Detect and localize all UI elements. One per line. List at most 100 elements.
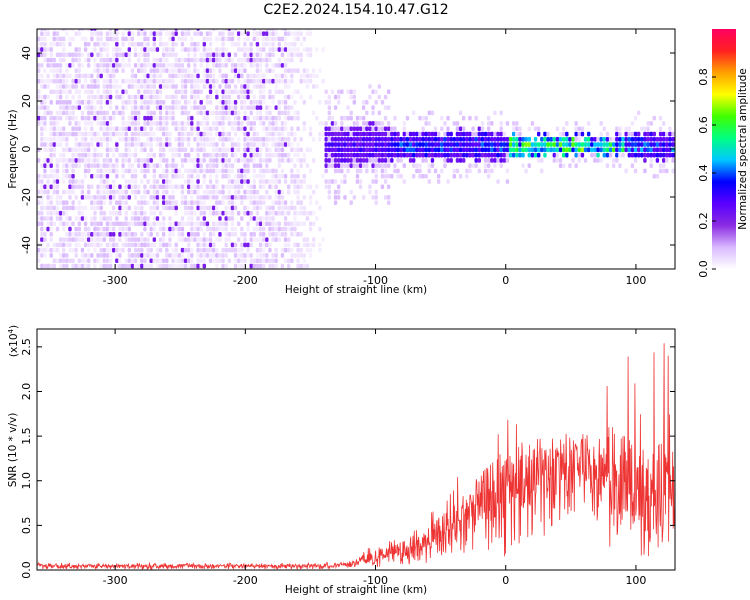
heatmap-cell [646, 152, 650, 158]
heatmap-cell [608, 152, 613, 158]
heatmap-cell [174, 89, 178, 95]
heatmap-cell [243, 36, 247, 42]
heatmap-cell [99, 210, 103, 216]
heatmap-cell [55, 179, 60, 184]
heatmap-cell [74, 100, 78, 105]
heatmap-cell [111, 205, 116, 211]
heatmap-cell [208, 253, 213, 258]
heatmap-cell [155, 31, 160, 36]
heatmap-cell [533, 137, 538, 142]
heatmap-cell [196, 142, 200, 147]
heatmap-cell [146, 221, 150, 227]
heatmap-cell [599, 121, 603, 126]
heatmap-cell [586, 131, 591, 137]
heatmap-cell [618, 147, 622, 153]
heatmap-cell [55, 195, 60, 200]
heatmap-cell [161, 78, 166, 84]
heatmap-cell [149, 263, 153, 269]
heatmap-cell [268, 126, 272, 132]
heatmap-cell [71, 105, 75, 110]
heatmap-cell [146, 163, 150, 168]
heatmap-cell [311, 110, 316, 116]
heatmap-cell [111, 68, 116, 73]
heatmap-cell [121, 173, 125, 179]
heatmap-cell [265, 57, 269, 63]
heatmap-cell [208, 210, 213, 216]
heatmap-cell [140, 195, 144, 200]
heatmap-cell [52, 41, 57, 47]
heatmap-cell [243, 253, 247, 258]
heatmap-cell [374, 126, 378, 132]
heatmap-cell [261, 158, 266, 163]
heatmap-cell [68, 147, 72, 153]
heatmap-cell [161, 57, 166, 63]
heatmap-cell [136, 126, 141, 132]
heatmap-cell [286, 78, 291, 84]
heatmap-cell [352, 131, 357, 137]
heatmap-cell [68, 41, 72, 47]
heatmap-cell [71, 179, 75, 184]
heatmap-cell [208, 68, 213, 73]
heatmap-cell [152, 152, 157, 158]
heatmap-cell [246, 142, 250, 147]
heatmap-cell [415, 152, 419, 158]
heatmap-cell [190, 210, 194, 216]
heatmap-cell [152, 47, 157, 52]
heatmap-cell [165, 68, 169, 73]
heatmap-cell [255, 131, 260, 137]
heatmap-cell [377, 147, 382, 153]
heatmap-cell [465, 137, 469, 142]
heatmap-cell [52, 121, 57, 126]
heatmap-cell [358, 152, 363, 158]
heatmap-cell [118, 205, 122, 211]
heatmap-cell [199, 137, 203, 142]
heatmap-cell [146, 142, 150, 147]
heatmap-cell [93, 173, 97, 179]
heatmap-cell [243, 168, 247, 174]
heatmap-cell [271, 258, 275, 264]
heatmap-cell [186, 210, 191, 216]
heatmap-cell [302, 210, 307, 216]
heatmap-cell [624, 126, 628, 132]
heatmap-cell [174, 84, 178, 89]
heatmap-cell [136, 105, 141, 110]
heatmap-cell [218, 31, 222, 36]
heatmap-cell [155, 142, 160, 147]
heatmap-cell [271, 237, 275, 242]
snr-y-multiplier: (x104) [7, 325, 20, 357]
heatmap-cell [124, 63, 128, 68]
heatmap-cell [646, 131, 650, 137]
heatmap-cell [286, 105, 291, 110]
heatmap-cell [418, 142, 422, 147]
heatmap-cell [258, 63, 263, 68]
heatmap-cell [215, 63, 219, 68]
heatmap-cell [543, 147, 547, 153]
heatmap-cell [124, 36, 128, 42]
heatmap-cell [299, 253, 303, 258]
heatmap-cell [265, 110, 269, 116]
heatmap-cell [74, 263, 78, 269]
heatmap-cell [40, 221, 44, 227]
heatmap-cell [571, 158, 575, 163]
heatmap-cell [405, 131, 410, 137]
heatmap-cell [268, 57, 272, 63]
heatmap-cell [130, 173, 135, 179]
heatmap-cell [118, 84, 122, 89]
heatmap-cell [183, 105, 188, 110]
heatmap-cell [277, 232, 282, 237]
heatmap-cell [71, 52, 75, 58]
heatmap-cell [224, 147, 228, 153]
heatmap-cell [71, 184, 75, 190]
heatmap-cell [49, 68, 53, 73]
x-tick-label: 0 [502, 574, 509, 587]
heatmap-cell [143, 173, 147, 179]
heatmap-cell [461, 115, 466, 121]
heatmap-cell [105, 142, 110, 147]
heatmap-cell [402, 147, 407, 153]
heatmap-cell [405, 142, 410, 147]
heatmap-cell [133, 184, 138, 190]
heatmap-cell [124, 216, 128, 221]
heatmap-cell [265, 52, 269, 58]
heatmap-cell [255, 142, 260, 147]
heatmap-cell [383, 137, 388, 142]
